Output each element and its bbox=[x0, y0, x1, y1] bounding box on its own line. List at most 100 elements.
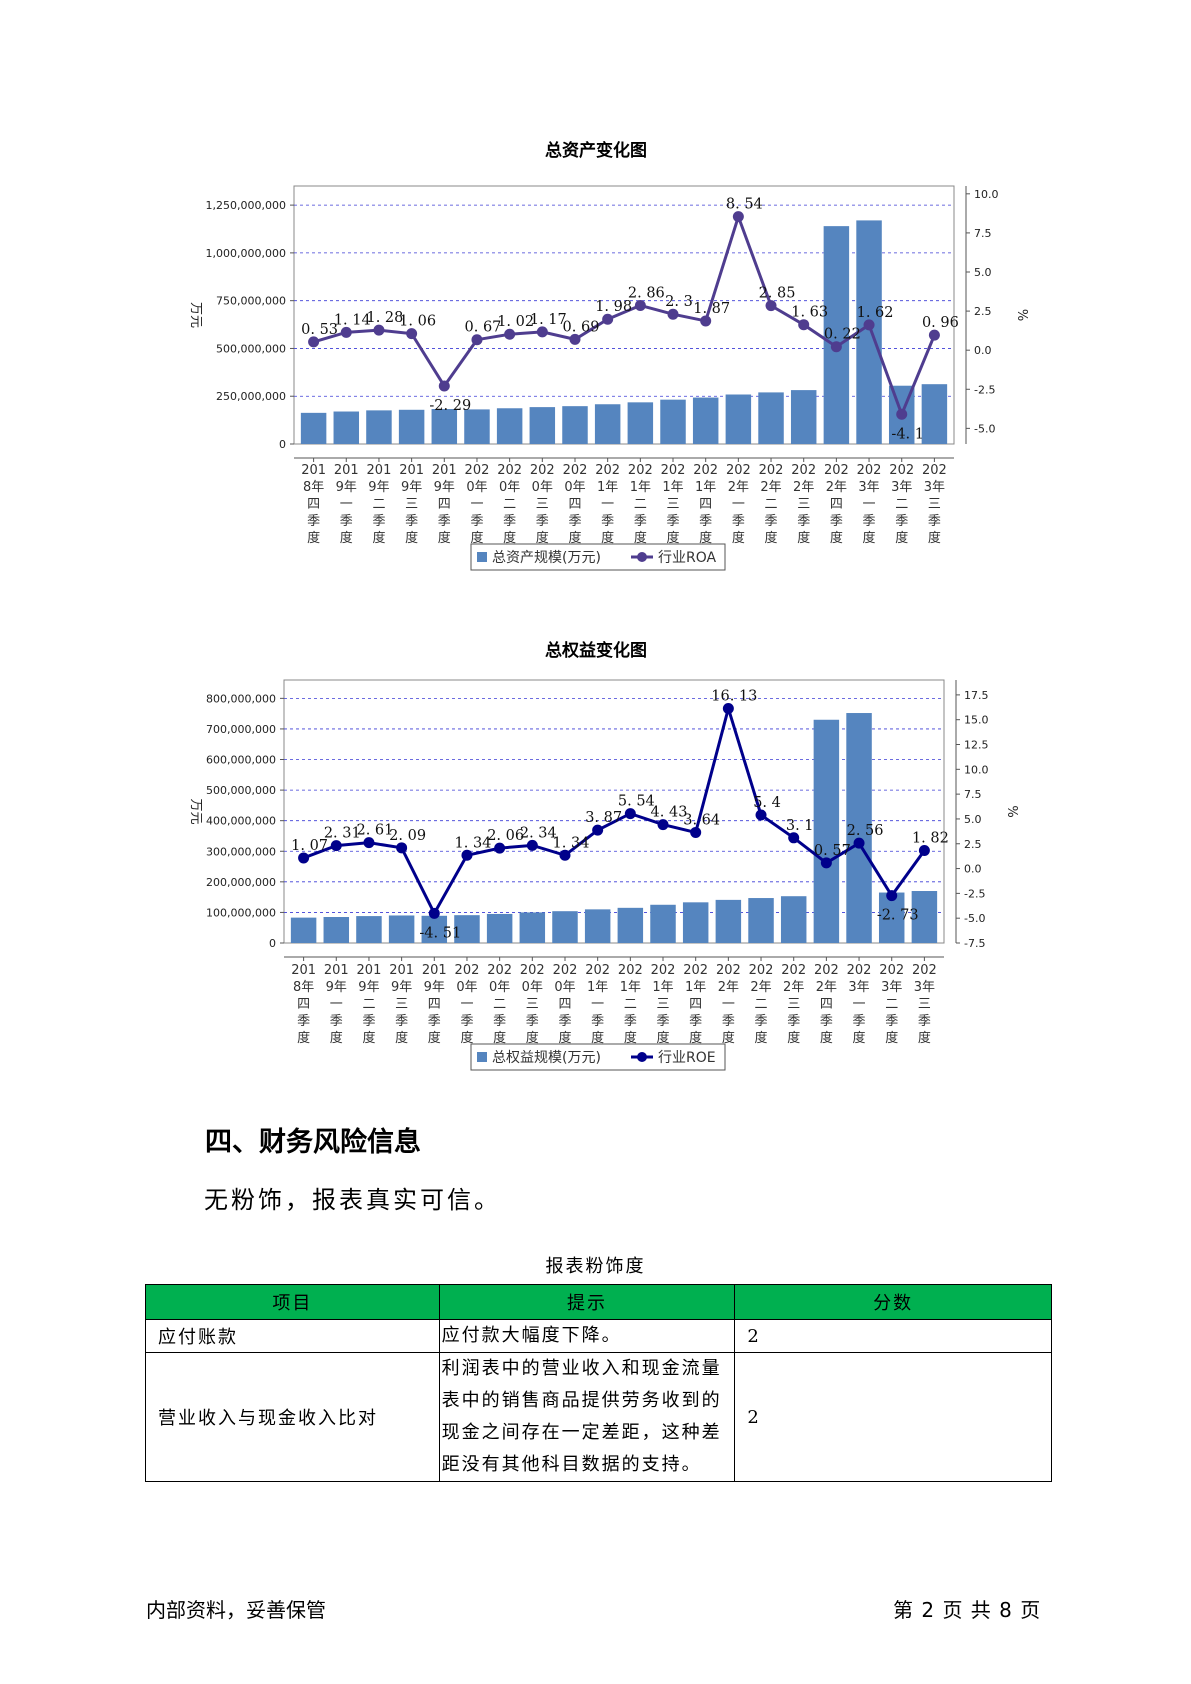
x-tick-label: 度 bbox=[558, 1030, 571, 1046]
bar bbox=[682, 902, 709, 943]
y2-tick-label: 10.0 bbox=[964, 763, 989, 776]
x-tick-label: 二 bbox=[634, 497, 647, 512]
y2-tick-label: -5.0 bbox=[964, 912, 985, 925]
x-tick-label: 季 bbox=[297, 1014, 310, 1029]
x-tick-label: 二 bbox=[362, 997, 375, 1012]
x-tick-label: 202 bbox=[781, 963, 806, 978]
bar bbox=[725, 394, 752, 444]
data-label: 1. 06 bbox=[399, 314, 436, 330]
bar bbox=[290, 917, 317, 943]
x-tick-label: 度 bbox=[853, 1030, 866, 1046]
data-label: 1. 82 bbox=[912, 831, 949, 847]
bar bbox=[617, 907, 644, 943]
data-label: 0. 69 bbox=[563, 319, 600, 335]
x-tick-label: 度 bbox=[885, 1030, 898, 1046]
data-label: 2. 56 bbox=[847, 823, 884, 839]
x-tick-label: 一 bbox=[591, 997, 604, 1012]
x-tick-label: 202 bbox=[618, 963, 643, 978]
x-tick-label: 季 bbox=[928, 514, 941, 529]
line-point bbox=[863, 319, 875, 331]
x-tick-label: 季 bbox=[797, 514, 810, 529]
data-label: 2. 85 bbox=[759, 286, 796, 302]
x-tick-label: 202 bbox=[814, 963, 839, 978]
x-tick-label: 202 bbox=[455, 963, 480, 978]
bar bbox=[813, 719, 840, 943]
line-point bbox=[820, 857, 832, 869]
data-label: 1. 87 bbox=[693, 301, 730, 317]
x-tick-label: 二 bbox=[493, 997, 506, 1012]
y-tick-label: 750,000,000 bbox=[216, 295, 286, 308]
x-tick-label: 3年 bbox=[924, 480, 945, 495]
total-equity-chart: 总权益变化图 0 100,000,000 200,000,000 300,000,000… bbox=[188, 640, 1019, 1071]
x-tick-label: 9年 bbox=[401, 480, 422, 495]
bar bbox=[388, 915, 415, 943]
x-tick-label: 9年 bbox=[391, 980, 412, 995]
x-tick-label: 1年 bbox=[630, 480, 651, 495]
x-tick-label: 9年 bbox=[326, 980, 347, 995]
line-point bbox=[373, 324, 385, 336]
x-tick-label: 四 bbox=[830, 497, 843, 512]
x-tick-label: 度 bbox=[470, 530, 483, 546]
x-tick-label: 度 bbox=[503, 530, 516, 546]
y2-axis-label: % bbox=[1014, 309, 1029, 321]
bar bbox=[758, 392, 784, 444]
bar bbox=[519, 912, 546, 943]
x-tick-label: 度 bbox=[536, 530, 549, 546]
y-axis-label: 万元 bbox=[188, 302, 203, 328]
y-tick-label: 100,000,000 bbox=[206, 906, 276, 919]
x-tick-label: 一 bbox=[330, 997, 343, 1012]
x-tick-label: 度 bbox=[787, 1030, 800, 1046]
x-tick-label: 1年 bbox=[597, 480, 618, 495]
x-tick-label: 202 bbox=[553, 963, 578, 978]
x-tick-label: 1年 bbox=[685, 980, 706, 995]
series-line bbox=[303, 703, 926, 917]
y-tick-label: 400,000,000 bbox=[206, 815, 276, 828]
data-label: 3. 64 bbox=[683, 812, 720, 828]
x-tick-label: 三 bbox=[928, 497, 941, 512]
data-label: 1. 14 bbox=[334, 312, 371, 328]
x-tick-label: 季 bbox=[787, 1014, 800, 1029]
line-point bbox=[624, 808, 636, 820]
y-tick-label: 1,000,000,000 bbox=[206, 247, 286, 260]
x-tick-label: 度 bbox=[568, 530, 581, 546]
x-tick-label: 度 bbox=[601, 530, 614, 546]
x-tick-label: 度 bbox=[428, 1030, 441, 1046]
x-tick-label: 202 bbox=[857, 463, 882, 478]
x-tick-label: 季 bbox=[885, 1014, 898, 1029]
x-tick-label: 2年 bbox=[760, 480, 781, 495]
x-tick-label: 季 bbox=[689, 1014, 702, 1029]
x-tick-label: 度 bbox=[699, 530, 712, 546]
y-tick-label: 600,000,000 bbox=[206, 754, 276, 767]
line-point bbox=[461, 849, 473, 861]
chart-title: 总权益变化图 bbox=[545, 640, 647, 661]
x-tick-label: 二 bbox=[885, 997, 898, 1012]
x-tick-label: 202 bbox=[520, 963, 545, 978]
x-tick-label: 9年 bbox=[434, 480, 455, 495]
line-point bbox=[667, 308, 679, 320]
bar bbox=[562, 406, 588, 444]
bar bbox=[911, 891, 938, 943]
x-tick-label: 三 bbox=[797, 497, 810, 512]
data-label: 1. 07 bbox=[291, 838, 328, 854]
x-tick-label: 季 bbox=[918, 1014, 931, 1029]
x-tick-label: 度 bbox=[830, 530, 843, 546]
x-tick-label: 季 bbox=[470, 514, 483, 529]
x-tick-label: 二 bbox=[503, 497, 516, 512]
y2-tick-label: 0.0 bbox=[974, 344, 992, 357]
y-tick-label: 500,000,000 bbox=[216, 342, 286, 355]
x-tick-label: 度 bbox=[526, 1030, 539, 1046]
x-tick-label: 季 bbox=[830, 514, 843, 529]
x-tick-label: 202 bbox=[791, 463, 816, 478]
line-point bbox=[602, 313, 614, 325]
x-tick-label: 季 bbox=[330, 1014, 343, 1029]
x-tick-label: 度 bbox=[634, 530, 647, 546]
x-tick-label: 202 bbox=[651, 963, 676, 978]
bar bbox=[300, 412, 327, 444]
x-tick-label: 四 bbox=[568, 497, 581, 512]
x-tick-label: 一 bbox=[460, 997, 473, 1012]
x-tick-label: 201 bbox=[301, 463, 326, 478]
x-tick-label: 度 bbox=[797, 530, 810, 546]
legend-line-marker bbox=[637, 552, 647, 562]
data-label: 8. 54 bbox=[726, 197, 763, 213]
x-tick-label: 度 bbox=[657, 1030, 670, 1046]
